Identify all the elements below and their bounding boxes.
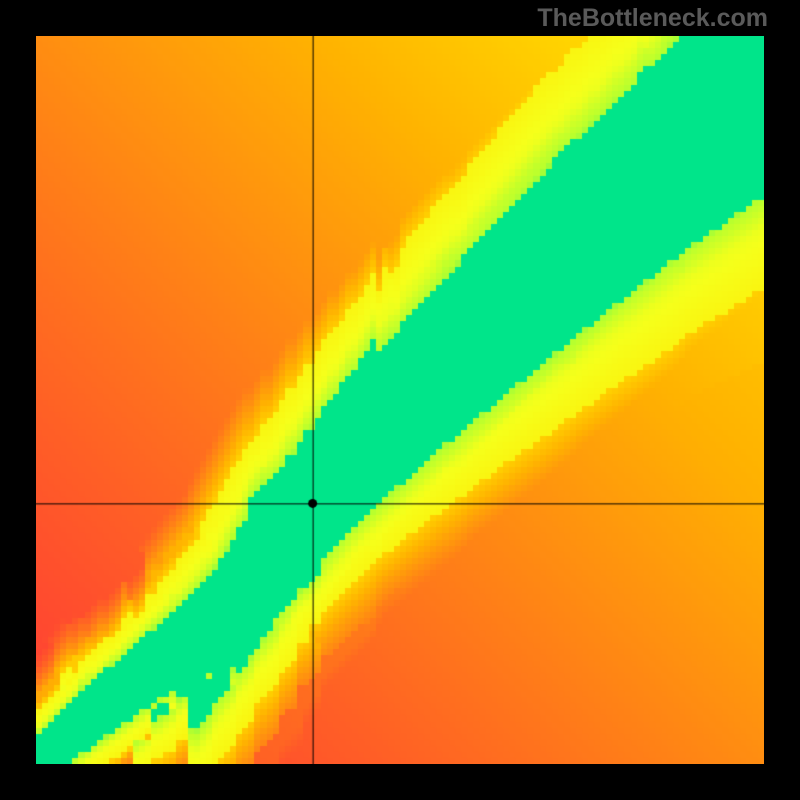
- bottleneck-heatmap: [36, 36, 764, 764]
- watermark-text: TheBottleneck.com: [537, 4, 768, 33]
- image-container: TheBottleneck.com: [0, 0, 800, 800]
